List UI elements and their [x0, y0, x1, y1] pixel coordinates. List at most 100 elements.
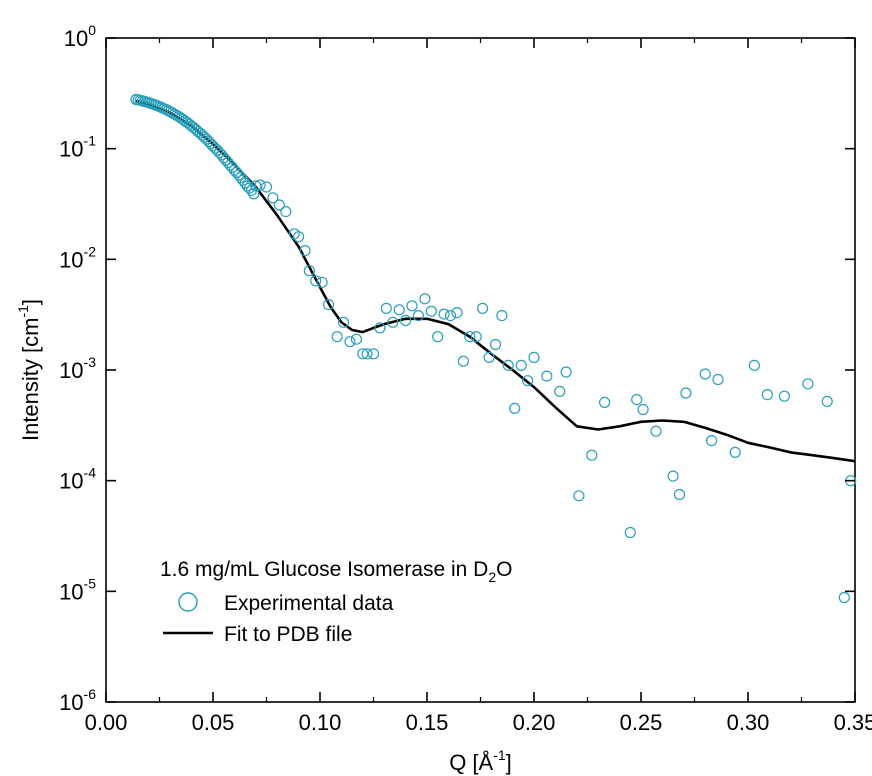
y-tick-label: 10-1 — [59, 133, 96, 162]
data-point — [451, 307, 463, 319]
data-point — [393, 304, 405, 316]
data-point — [650, 425, 662, 437]
data-point — [350, 333, 362, 345]
y-tick-exp: 0 — [88, 22, 96, 38]
data-point — [637, 403, 649, 416]
y-tick-base: 10 — [64, 26, 88, 51]
data-point — [554, 385, 566, 397]
x-axis-title-close: ] — [506, 750, 512, 775]
data-point — [502, 359, 514, 371]
legend-entry-fit: Fit to PDB file — [224, 623, 352, 646]
y-tick-exp: -1 — [84, 133, 97, 149]
data-point — [400, 314, 412, 327]
data-point — [821, 395, 833, 407]
data-point — [541, 370, 553, 382]
data-point — [515, 359, 527, 371]
data-point — [280, 206, 292, 218]
y-tick-exp: -5 — [84, 575, 97, 591]
data-point — [673, 488, 686, 501]
data-point — [624, 526, 636, 539]
fit-line-layer — [135, 99, 856, 463]
data-point — [254, 179, 266, 191]
y-axis-title-text: Intensity [cm — [18, 318, 43, 441]
x-axis-title: Q [Å-1] — [449, 747, 512, 775]
data-point — [198, 131, 210, 143]
data-point — [838, 591, 850, 604]
legend-heading-end: O — [496, 558, 512, 581]
legend-experimental-marker-icon — [178, 592, 198, 612]
legend-heading-text: 1.6 mg/mL Glucose Isomerase in D — [160, 558, 488, 581]
y-tick-base: 10 — [59, 137, 83, 162]
data-point — [248, 188, 260, 200]
plot-area — [105, 37, 857, 703]
data-point — [337, 316, 350, 328]
y-axis-title: Intensity [cm-1] — [15, 299, 43, 441]
data-point — [243, 182, 255, 194]
data-point — [310, 275, 322, 287]
fit-line — [135, 99, 856, 463]
data-point — [250, 180, 262, 192]
data-point — [367, 348, 380, 360]
data-point — [331, 331, 343, 343]
y-tick-exp: -3 — [84, 354, 97, 370]
legend-entry-experimental: Experimental data — [224, 592, 394, 615]
data-point — [432, 331, 444, 343]
data-point — [699, 368, 711, 380]
data-point — [299, 245, 311, 257]
data-point — [412, 310, 424, 322]
data-point — [194, 127, 206, 139]
x-tick-label: 0.15 — [406, 710, 449, 735]
data-point — [344, 336, 356, 348]
x-tick-label: 0.25 — [620, 710, 663, 735]
data-point — [406, 300, 418, 312]
data-point — [586, 449, 598, 461]
y-tick-label: 10-6 — [59, 686, 96, 715]
y-tick-label: 10-3 — [59, 354, 96, 383]
data-point — [387, 316, 399, 328]
y-tick-exp: -2 — [84, 243, 97, 259]
data-point — [631, 394, 643, 406]
data-point — [267, 192, 279, 204]
data-point — [712, 373, 724, 386]
y-tick-exp: -6 — [84, 686, 97, 702]
legend-heading-sub: 2 — [488, 569, 496, 585]
data-point — [748, 359, 761, 371]
data-point — [457, 355, 469, 367]
data-point — [419, 293, 431, 305]
data-point — [207, 140, 219, 152]
data-point — [470, 331, 482, 343]
experimental-points-layer — [130, 93, 857, 604]
data-point — [361, 348, 373, 360]
x-tick-label: 0.20 — [513, 710, 556, 735]
data-point — [380, 302, 392, 314]
data-point — [680, 387, 692, 399]
data-point — [464, 331, 476, 343]
plot-frame — [105, 37, 856, 703]
data-point — [273, 199, 285, 211]
data-point — [477, 302, 489, 314]
data-point — [667, 470, 679, 482]
data-point — [425, 305, 437, 317]
data-point — [778, 390, 791, 402]
data-point — [483, 351, 495, 363]
data-point — [316, 276, 328, 288]
x-axis-title-exp: -1 — [493, 747, 506, 763]
data-point — [293, 231, 305, 243]
y-tick-base: 10 — [59, 247, 83, 272]
y-tick-label: 100 — [64, 22, 96, 51]
y-tick-label: 10-2 — [59, 243, 96, 272]
x-tick-label: 0.10 — [299, 710, 342, 735]
y-axis-title-exp: -1 — [15, 305, 31, 318]
data-point — [598, 396, 611, 408]
data-point — [303, 265, 315, 277]
y-tick-base: 10 — [59, 690, 83, 715]
x-tick-label: 0.30 — [727, 710, 770, 735]
data-point — [761, 389, 773, 401]
data-point — [509, 402, 521, 414]
x-axis-title-text: Q [Å — [449, 750, 493, 775]
y-tick-base: 10 — [59, 579, 83, 604]
data-point — [237, 174, 249, 186]
data-point — [357, 348, 369, 360]
data-point — [705, 435, 718, 447]
